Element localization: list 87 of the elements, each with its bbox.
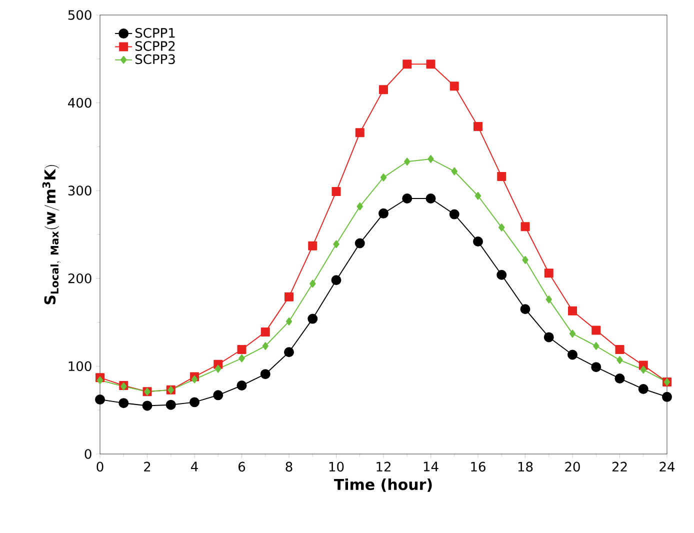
point <box>378 85 388 94</box>
point <box>473 122 482 132</box>
point <box>380 173 387 182</box>
point <box>474 192 482 200</box>
y-tick-label: 0 <box>84 449 92 459</box>
point <box>402 60 412 69</box>
point <box>190 397 200 408</box>
point <box>237 345 246 354</box>
point <box>520 304 530 314</box>
point <box>213 390 224 400</box>
y-axis-title: $\mathbf{S_{Local,\ Max}(w/m^{3}K)}$ <box>42 165 61 304</box>
point <box>449 209 460 220</box>
point <box>662 392 672 402</box>
point <box>355 128 364 138</box>
point <box>428 154 434 163</box>
point <box>592 342 600 350</box>
point <box>640 366 646 374</box>
point <box>308 241 318 250</box>
x-tick-label: 8 <box>286 462 292 472</box>
point <box>426 60 436 69</box>
point <box>544 332 554 342</box>
point <box>568 306 577 316</box>
legend-label: SCPP2 <box>135 41 175 51</box>
point <box>95 394 106 405</box>
point <box>498 223 505 232</box>
point <box>496 270 507 280</box>
point <box>450 82 459 91</box>
y-tick-label: 400 <box>68 98 92 108</box>
point <box>96 376 104 384</box>
point <box>286 317 292 326</box>
point <box>451 167 458 176</box>
point <box>284 347 294 358</box>
x-tick-label: 6 <box>238 462 246 472</box>
point <box>260 369 270 380</box>
point <box>426 193 436 204</box>
point <box>378 208 388 218</box>
y-tick-label: 500 <box>68 10 92 20</box>
y-tick-label: 300 <box>68 186 92 196</box>
point <box>308 314 318 324</box>
point <box>473 236 483 247</box>
x-tick-label: 22 <box>612 462 627 472</box>
point <box>236 380 247 391</box>
x-tick-label: 0 <box>96 462 104 472</box>
y-tick-label: 100 <box>68 361 92 372</box>
x-tick-label: 20 <box>565 462 580 472</box>
x-tick-label: 18 <box>518 462 533 472</box>
x-tick-label: 14 <box>424 462 438 472</box>
x-tick-label: 16 <box>471 462 486 472</box>
point <box>354 238 365 248</box>
point <box>142 400 152 411</box>
point <box>260 327 270 336</box>
point <box>591 362 602 372</box>
x-axis-title: Time (hour) <box>334 478 432 492</box>
point <box>638 384 648 394</box>
legend-label: SCPP1 <box>135 28 175 38</box>
y-tick-label: 200 <box>68 273 92 284</box>
point <box>404 158 410 166</box>
point <box>356 202 363 210</box>
point <box>310 280 316 288</box>
point <box>331 275 342 286</box>
point <box>567 350 578 360</box>
point <box>616 356 623 364</box>
x-tick-label: 12 <box>376 462 390 472</box>
point <box>497 172 506 182</box>
legend-label: SCPP3 <box>135 54 175 64</box>
point <box>333 240 340 248</box>
point <box>592 326 601 335</box>
point <box>522 256 528 264</box>
point <box>118 398 129 408</box>
point <box>215 364 222 373</box>
x-tick-label: 2 <box>144 462 150 472</box>
point <box>238 354 245 362</box>
x-tick-label: 4 <box>190 462 198 472</box>
x-tick-label: 24 <box>660 462 675 472</box>
point <box>520 222 530 232</box>
point <box>332 186 341 196</box>
point <box>544 268 554 278</box>
point <box>402 193 412 204</box>
point <box>614 373 625 384</box>
point <box>262 342 268 350</box>
point <box>615 345 624 354</box>
x-tick-label: 10 <box>329 462 344 472</box>
point <box>546 295 552 304</box>
point <box>569 330 576 338</box>
point <box>191 375 198 384</box>
point <box>284 292 294 302</box>
point <box>166 400 176 410</box>
